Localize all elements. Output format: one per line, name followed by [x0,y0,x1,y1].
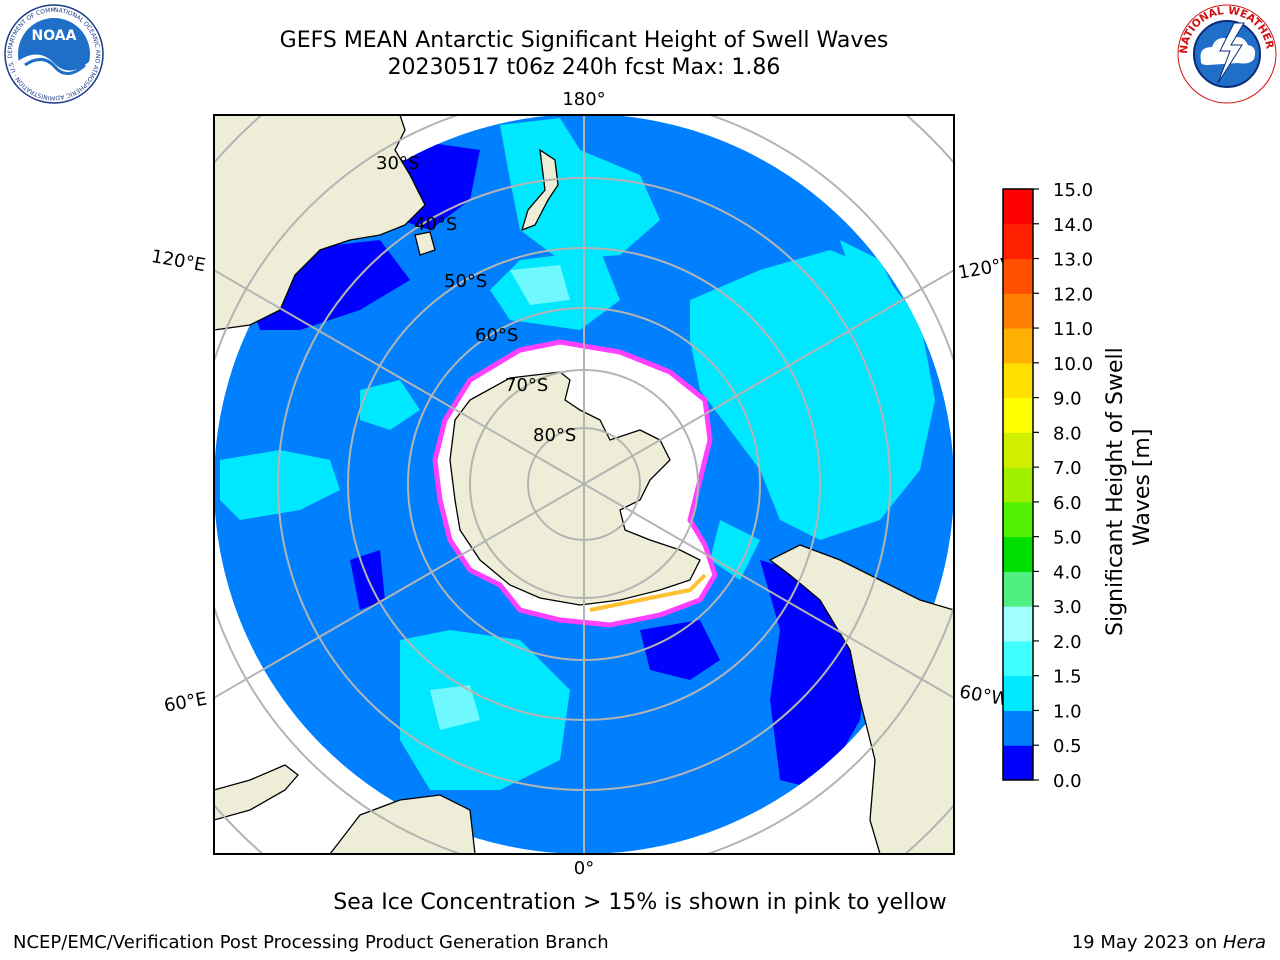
chart-subtitle: 20230517 t06z 240h fcst Max: 1.86 [387,55,781,80]
lon-label-180: 180° [562,89,605,110]
colorbar-tick-label: 3.0 [1053,597,1082,618]
colorbar-tick-label: 8.0 [1053,423,1082,444]
colorbar-segment [1003,293,1033,329]
colorbar-segment [1003,432,1033,468]
colorbar-frame [1002,188,1034,781]
colorbar-segment [1003,189,1033,225]
colorbar-tick-label: 13.0 [1053,250,1093,271]
colorbar-segment [1003,223,1033,260]
colorbar-segment [1003,640,1033,677]
colorbar-tick-label: 1.5 [1053,667,1082,688]
colorbar-tick-label: 9.0 [1053,389,1082,410]
colorbar-segment [1003,745,1033,781]
colorbar-tick-label: 0.5 [1053,736,1082,757]
lat-label-60: 60°S [475,325,518,346]
lat-label-80: 80°S [533,425,576,446]
footer-date-text: 19 May 2023 on [1071,932,1223,953]
lat-label-40: 40°S [414,214,457,235]
noaa-logo: NOAA NATIONAL OCEANIC AND ATMOSPHERIC AD… [3,3,104,104]
map-frame [213,114,955,855]
colorbar-segment [1003,536,1033,572]
colorbar-segment [1003,675,1033,711]
south-america-land [768,544,954,854]
colorbar-tick-label: 4.0 [1053,562,1082,583]
new-zealand-land [520,148,559,232]
colorbar-segment [1003,606,1033,642]
footer-branch: NCEP/EMC/Verification Post Processing Pr… [13,932,609,953]
noaa-logo-text: NOAA [32,28,77,44]
colorbar-segment [1003,397,1033,433]
colorbar-tick-label: 2.0 [1053,632,1082,653]
madagascar-land [214,764,299,821]
colorbar-tick-label: 10.0 [1053,354,1093,375]
colorbar-segment [1003,710,1033,746]
colorbar-segment [1003,362,1033,399]
australia-land [214,115,426,331]
colorbar-tick-label: 0.0 [1053,771,1082,792]
colorbar-label-line2: Waves [m] [1130,428,1155,546]
colorbar-segment [1003,467,1033,503]
colorbar-tick-label: 1.0 [1053,701,1082,722]
colorbar-tick-label: 14.0 [1053,215,1093,236]
land-masses [214,115,954,854]
tasmania-land [414,231,436,256]
colorbar-segment [1003,571,1033,607]
lon-label-0: 0° [574,858,594,879]
swell-lightcyan-patches [430,265,570,730]
lon-label-60e: 60°E [162,688,208,716]
africa-land [329,794,476,854]
nws-logo: NATIONAL WEATHER SERVICE [1176,3,1277,104]
colorbar-ticks: 0.0 0.5 1.0 1.5 2.0 3.0 4.0 5.0 6.0 7.0 8.0 9.0 10.0… [1033,180,1093,792]
colorbar-label-line1: Significant Height of Swell [1103,347,1128,636]
colorbar [1003,189,1033,781]
colorbar-segment [1003,501,1033,538]
colorbar-segment [1003,258,1033,294]
lat-label-50: 50°S [444,271,487,292]
footer-host: Hera [1222,932,1266,953]
colorbar-tick-label: 15.0 [1053,180,1093,201]
lon-label-120e: 120°E [150,246,208,276]
sea-ice-edge-yellow [589,573,707,612]
colorbar-segment [1003,328,1033,364]
colorbar-tick-label: 12.0 [1053,284,1093,305]
lat-label-70: 70°S [505,375,548,396]
sea-ice-caption: Sea Ice Concentration > 15% is shown in … [333,890,947,915]
colorbar-tick-label: 11.0 [1053,319,1093,340]
chart-title: GEFS MEAN Antarctic Significant Height o… [279,28,889,53]
graticule [214,115,954,854]
colorbar-tick-label: 6.0 [1053,493,1082,514]
lat-label-30: 30°S [376,153,419,174]
colorbar-tick-label: 5.0 [1053,528,1082,549]
colorbar-tick-label: 7.0 [1053,458,1082,479]
footer-date: 19 May 2023 on Hera [1072,932,1266,953]
